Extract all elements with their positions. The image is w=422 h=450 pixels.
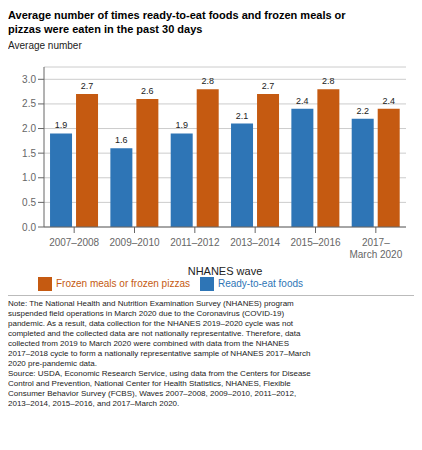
svg-text:2.6: 2.6 [141, 86, 154, 96]
svg-text:1.9: 1.9 [175, 120, 188, 130]
svg-text:1.5: 1.5 [22, 148, 36, 159]
svg-text:2.4: 2.4 [296, 96, 309, 106]
html-text:Frozen meals or frozen pizzas: Frozen meals or frozen pizzas [56, 277, 190, 289]
svg-text:2009–2010: 2009–2010 [109, 237, 159, 248]
svg-text:0.5: 0.5 [22, 197, 36, 208]
svg-text:2015–2016: 2015–2016 [290, 237, 340, 248]
svg-text:2.8: 2.8 [322, 76, 335, 86]
svg-text:2.2: 2.2 [356, 106, 369, 116]
svg-text:2011–2012: 2011–2012 [170, 237, 220, 248]
svg-text:2.7: 2.7 [262, 81, 275, 91]
svg-text:NHANES wave: NHANES wave [188, 265, 263, 277]
html-text:Note: The National Health and: Note: The National Health and Nutrition … [8, 299, 311, 408]
svg-text:2.5: 2.5 [22, 98, 36, 109]
svg-text:1.0: 1.0 [22, 172, 36, 183]
svg-text:1.6: 1.6 [115, 135, 128, 145]
svg-text:2017–March 2020: 2017–March 2020 [349, 237, 402, 260]
svg-text:2.8: 2.8 [201, 76, 214, 86]
svg-text:3.0: 3.0 [22, 74, 36, 85]
html-text:Average number of times ready-: Average number of times ready-to-eat foo… [8, 9, 346, 35]
svg-text:0.0: 0.0 [22, 222, 36, 233]
svg-text:2.7: 2.7 [81, 81, 94, 91]
svg-text:2007–2008: 2007–2008 [49, 237, 99, 248]
html-text:Ready-to-eat foods: Ready-to-eat foods [218, 277, 303, 289]
svg-text:2.1: 2.1 [236, 111, 249, 121]
svg-text:2.0: 2.0 [22, 123, 36, 134]
svg-text:2013–2014: 2013–2014 [230, 237, 280, 248]
html-text:Average number: Average number [8, 40, 82, 51]
svg-text:1.9: 1.9 [55, 120, 68, 130]
svg-text:2.4: 2.4 [382, 96, 395, 106]
